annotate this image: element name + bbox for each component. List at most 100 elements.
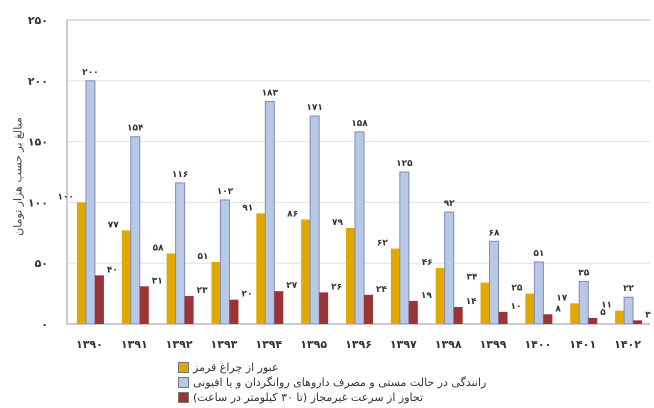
bar bbox=[319, 292, 329, 324]
bar bbox=[525, 293, 535, 324]
data-label: ۱۴ bbox=[466, 297, 477, 307]
bar bbox=[480, 282, 490, 324]
legend-label: عبور از چراغ قرمز bbox=[193, 361, 279, 374]
x-tick-label: ۱۳۹۱ bbox=[121, 338, 148, 351]
bar bbox=[444, 211, 455, 325]
data-label: ۱۹ bbox=[421, 291, 432, 301]
data-label: ۳۵ bbox=[578, 268, 589, 278]
data-label: ۱۰۰ bbox=[57, 192, 73, 202]
data-label: ۲۴ bbox=[376, 285, 387, 295]
bar bbox=[615, 310, 625, 324]
data-label: ۱۰۲ bbox=[217, 187, 234, 197]
bar bbox=[175, 182, 186, 325]
data-label: ۲۷ bbox=[286, 281, 297, 291]
x-tick-label: ۱۳۹۹ bbox=[480, 338, 507, 351]
data-label: ۲۰ bbox=[241, 290, 252, 300]
y-tick-label: ۲۵۰ bbox=[28, 14, 48, 27]
bar bbox=[498, 311, 508, 324]
legend-item: تجاوز از سرعت غیرمجاز (تا ۳۰ کیلومتر در … bbox=[178, 390, 486, 405]
y-tick-label: ۱۵۰ bbox=[28, 136, 48, 149]
x-tick-label: ۱۴۰۲ bbox=[614, 338, 641, 351]
data-label: ۴۶ bbox=[422, 258, 433, 268]
data-label: ۳۱ bbox=[152, 276, 163, 286]
data-label: ۱۵۸ bbox=[351, 119, 368, 129]
data-label: ۵۸ bbox=[153, 243, 164, 253]
legend-item: عبور از چراغ قرمز bbox=[178, 360, 486, 375]
bar bbox=[76, 202, 86, 324]
data-label: ۲۳ bbox=[197, 286, 208, 296]
bar bbox=[354, 131, 365, 325]
data-label: ۴۰ bbox=[107, 265, 118, 275]
x-tick-label: ۱۳۹۳ bbox=[211, 338, 238, 351]
bar bbox=[94, 275, 104, 324]
data-label: ۹۱ bbox=[242, 203, 253, 213]
data-label: ۵۱ bbox=[533, 249, 544, 259]
bar bbox=[543, 314, 553, 324]
data-label: ۱۱۶ bbox=[172, 170, 188, 180]
x-tick-label: ۱۴۰۱ bbox=[569, 338, 596, 351]
y-axis-label: مبالغ بر حسب هزار تومان bbox=[11, 117, 25, 236]
y-tick-label: ۵۰ bbox=[35, 257, 48, 270]
bar bbox=[489, 240, 500, 325]
x-tick-label: ۱۳۹۶ bbox=[345, 338, 372, 351]
y-tick-label: ۲۰۰ bbox=[28, 75, 48, 88]
data-label: ۸ bbox=[555, 304, 561, 314]
bar bbox=[309, 115, 320, 325]
data-label: ۱۱ bbox=[601, 301, 612, 311]
bar bbox=[399, 171, 410, 325]
bar bbox=[139, 286, 149, 324]
x-tick-label: ۱۳۹۸ bbox=[435, 338, 462, 351]
bar bbox=[219, 199, 230, 325]
data-label: ۲۵ bbox=[511, 284, 522, 294]
data-label: ۱۷ bbox=[556, 293, 567, 303]
legend-swatch bbox=[178, 377, 189, 388]
data-label: ۱۸۳ bbox=[262, 88, 279, 98]
legend-item: رانندگی در حالت مستی و مصرف داروهای روان… bbox=[178, 375, 486, 390]
x-tick-label: ۱۳۹۷ bbox=[390, 338, 417, 351]
y-tick-label: ۱۰۰ bbox=[28, 196, 48, 209]
x-tick-label: ۱۳۹۴ bbox=[255, 338, 282, 351]
legend-label: تجاوز از سرعت غیرمجاز (تا ۳۰ کیلومتر در … bbox=[193, 391, 424, 404]
bar bbox=[390, 248, 400, 324]
bar bbox=[274, 291, 284, 324]
bar bbox=[301, 219, 311, 324]
data-label: ۷۹ bbox=[332, 218, 343, 228]
bar bbox=[121, 230, 131, 324]
data-label: ۸۶ bbox=[287, 209, 298, 219]
x-tick-label: ۱۳۹۰ bbox=[76, 338, 103, 351]
data-label: ۱۰ bbox=[511, 302, 522, 312]
x-tick-label: ۱۴۰۰ bbox=[524, 338, 551, 351]
legend-label: رانندگی در حالت مستی و مصرف داروهای روان… bbox=[193, 376, 487, 389]
bar bbox=[408, 300, 418, 324]
legend: عبور از چراغ قرمز رانندگی در حالت مستی و… bbox=[178, 360, 486, 405]
data-label: ۳۴ bbox=[467, 273, 478, 283]
bar bbox=[533, 261, 544, 325]
x-tick-label: ۱۳۹۲ bbox=[166, 338, 193, 351]
bar bbox=[229, 299, 239, 324]
bar bbox=[130, 136, 141, 325]
legend-swatch bbox=[178, 362, 189, 373]
bar bbox=[623, 296, 634, 325]
bar bbox=[346, 227, 355, 324]
x-tick-label: ۱۳۹۵ bbox=[300, 338, 327, 351]
data-label: ۲۲ bbox=[623, 284, 634, 294]
bar bbox=[435, 268, 445, 324]
data-label: ۷۷ bbox=[108, 220, 119, 230]
data-label: ۵۱ bbox=[197, 252, 208, 262]
bar bbox=[578, 280, 589, 325]
data-label: ۹۲ bbox=[444, 199, 455, 209]
bar bbox=[364, 294, 373, 324]
bar bbox=[166, 253, 176, 324]
bar bbox=[256, 213, 266, 324]
bar bbox=[211, 261, 221, 324]
bar bbox=[588, 317, 598, 324]
data-label: ۶۲ bbox=[377, 239, 388, 249]
data-label: ۱۷۱ bbox=[306, 103, 322, 113]
data-label: ۲۶ bbox=[331, 282, 342, 292]
data-label: ۳ bbox=[645, 310, 651, 320]
bar bbox=[570, 303, 580, 324]
data-label: ۲۰۰ bbox=[82, 68, 98, 78]
bar bbox=[633, 320, 643, 324]
data-label: ۱۵۴ bbox=[127, 124, 144, 134]
bar bbox=[264, 100, 275, 325]
